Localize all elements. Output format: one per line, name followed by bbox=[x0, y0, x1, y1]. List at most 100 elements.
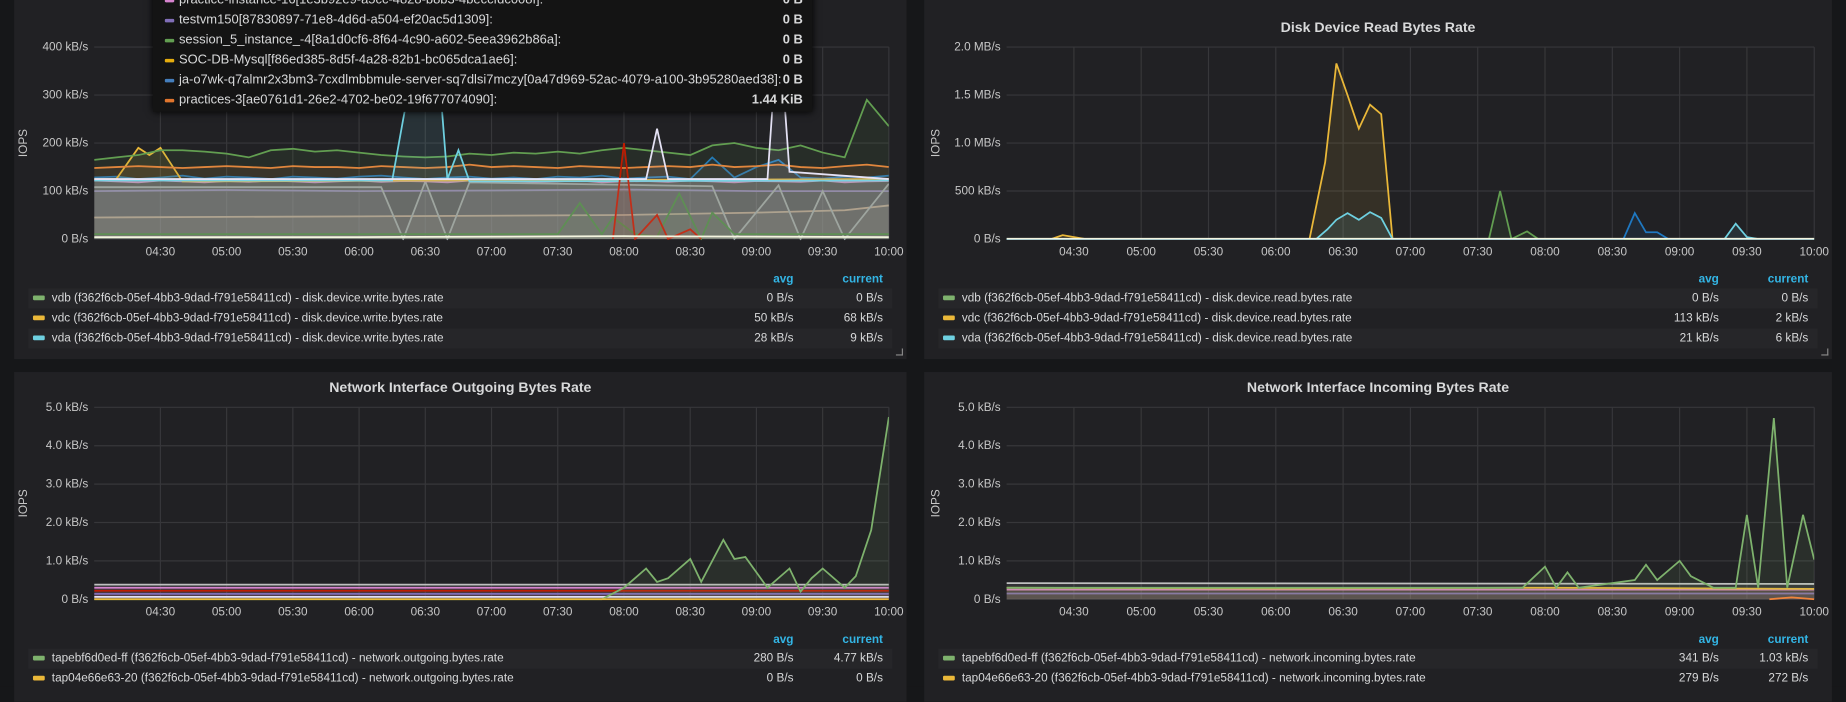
x-tick-label: 07:00 bbox=[1396, 245, 1426, 258]
x-tick-label: 05:30 bbox=[1194, 606, 1224, 619]
x-tick-label: 04:30 bbox=[1059, 606, 1089, 619]
legend-item[interactable]: vda (45f3eb02-b68c-4773-bba9-1a44badc0f9… bbox=[938, 348, 1817, 352]
legend-avg-header[interactable]: avg bbox=[773, 273, 793, 286]
legend-item[interactable]: vdc (f362f6cb-05ef-4bb3-9dad-f791e58411c… bbox=[938, 308, 1817, 328]
legend-series-name[interactable]: vda (f362f6cb-05ef-4bb3-9dad-f791e58411c… bbox=[962, 332, 1353, 345]
legend-current-value: 68 kB/s bbox=[812, 308, 883, 328]
x-tick-label: 06:00 bbox=[344, 606, 374, 619]
x-tick-label: 06:30 bbox=[411, 245, 441, 258]
series-swatch-icon bbox=[943, 676, 955, 681]
legend-item[interactable]: vdb (f362f6cb-05ef-4bb3-9dad-f791e58411c… bbox=[938, 288, 1817, 308]
legend-series-name[interactable]: vdc (f362f6cb-05ef-4bb3-9dad-f791e58411c… bbox=[52, 312, 443, 325]
x-tick-label: 07:00 bbox=[477, 606, 507, 619]
x-tick-label: 09:00 bbox=[1665, 606, 1695, 619]
x-tick-label: 04:30 bbox=[146, 606, 176, 619]
legend-series-name[interactable]: tap04e66e63-20 (f362f6cb-05ef-4bb3-9dad-… bbox=[52, 672, 514, 685]
legend-series-name[interactable]: vda (f362f6cb-05ef-4bb3-9dad-f791e58411c… bbox=[52, 332, 444, 345]
series-swatch-icon bbox=[33, 296, 45, 301]
y-tick-label: 0 B/s bbox=[974, 593, 1001, 606]
x-tick-label: 05:00 bbox=[1126, 245, 1156, 258]
legend-item[interactable]: tapebf6d0ed-ff (f362f6cb-05ef-4bb3-9dad-… bbox=[28, 649, 892, 669]
y-tick-label: 2.0 kB/s bbox=[958, 516, 1001, 529]
legend-item[interactable]: vdc (f362f6cb-05ef-4bb3-9dad-f791e58411c… bbox=[28, 308, 892, 328]
series-swatch-icon bbox=[165, 78, 174, 82]
tooltip-series-name: session_5_instance_-4[8a1d0cf6-8f64-4c90… bbox=[179, 33, 561, 47]
x-tick-label: 09:00 bbox=[1665, 245, 1695, 258]
legend-header: avg current bbox=[28, 270, 892, 289]
legend-current-value: 0 B/s bbox=[1738, 288, 1809, 308]
legend-item[interactable]: vda (f362f6cb-05ef-4bb3-9dad-f791e58411c… bbox=[938, 328, 1817, 348]
y-axis-label: IOPS bbox=[17, 489, 30, 517]
y-tick-label: 4.0 kB/s bbox=[958, 439, 1001, 452]
legend-current-header[interactable]: current bbox=[842, 633, 883, 646]
chart[interactable]: 0 B/s1.0 kB/s2.0 kB/s3.0 kB/s4.0 kB/s5.0… bbox=[924, 372, 1832, 623]
y-tick-label: 0 B/s bbox=[61, 233, 88, 246]
x-tick-label: 09:30 bbox=[1732, 245, 1762, 258]
legend-rows: vdb (f362f6cb-05ef-4bb3-9dad-f791e58411c… bbox=[938, 288, 1817, 352]
y-tick-label: 3.0 kB/s bbox=[958, 478, 1001, 491]
tooltip-row: session_5_instance_-4[8a1d0cf6-8f64-4c90… bbox=[153, 31, 812, 51]
y-tick-label: 4.0 kB/s bbox=[46, 439, 89, 452]
legend-avg-header[interactable]: avg bbox=[1699, 273, 1719, 286]
y-tick-label: 1.0 kB/s bbox=[958, 554, 1001, 567]
legend-series-name[interactable]: vdb (f362f6cb-05ef-4bb3-9dad-f791e58411c… bbox=[52, 292, 444, 305]
series-swatch-icon bbox=[943, 296, 955, 301]
x-tick-label: 08:00 bbox=[609, 245, 639, 258]
legend-series-name[interactable]: tap04e66e63-20 (f362f6cb-05ef-4bb3-9dad-… bbox=[962, 672, 1426, 685]
legend-item[interactable]: vda (f362f6cb-05ef-4bb3-9dad-f791e58411c… bbox=[28, 328, 892, 348]
tooltip-series-value: 0 B bbox=[783, 11, 803, 31]
x-tick-label: 10:00 bbox=[1799, 606, 1829, 619]
x-tick-label: 09:30 bbox=[1732, 606, 1762, 619]
x-tick-label: 08:30 bbox=[1598, 245, 1628, 258]
legend-series-name[interactable]: vdb (f362f6cb-05ef-4bb3-9dad-f791e58411c… bbox=[962, 292, 1353, 305]
legend-current-value: 4.77 kB/s bbox=[812, 649, 883, 669]
x-tick-label: 05:00 bbox=[1126, 606, 1156, 619]
x-tick-label: 09:30 bbox=[808, 606, 838, 619]
panel-resize-handle[interactable] bbox=[896, 348, 903, 355]
series-swatch-icon bbox=[165, 18, 174, 22]
tooltip-series-name: testvm150[87830897-71e8-4d6d-a504-ef20ac… bbox=[179, 13, 493, 27]
legend-series-name[interactable]: tapebf6d0ed-ff (f362f6cb-05ef-4bb3-9dad-… bbox=[962, 652, 1416, 665]
y-tick-label: 200 kB/s bbox=[43, 137, 89, 150]
x-tick-label: 07:30 bbox=[543, 606, 573, 619]
legend-item[interactable]: vda (45f3eb02-b68c-4773-bba9-1a44badc0f9… bbox=[28, 348, 892, 352]
legend-item[interactable]: vdb (f362f6cb-05ef-4bb3-9dad-f791e58411c… bbox=[28, 288, 892, 308]
legend-avg-value: 341 B/s bbox=[1648, 649, 1719, 669]
x-tick-label: 08:00 bbox=[609, 606, 639, 619]
legend-avg-value: 280 B/s bbox=[723, 649, 794, 669]
y-tick-label: 300 kB/s bbox=[43, 89, 89, 102]
tooltip-row: testvm150[87830897-71e8-4d6d-a504-ef20ac… bbox=[153, 11, 812, 31]
legend-current-header[interactable]: current bbox=[1768, 633, 1809, 646]
series-swatch-icon bbox=[165, 38, 174, 42]
legend-avg-value: 113 kB/s bbox=[1648, 308, 1719, 328]
series-swatch-icon bbox=[33, 316, 45, 321]
tooltip-series-value: 0 B bbox=[783, 0, 803, 11]
x-tick-label: 06:30 bbox=[1328, 606, 1358, 619]
y-axis-label: IOPS bbox=[929, 129, 942, 157]
y-tick-label: 3.0 kB/s bbox=[46, 478, 89, 491]
x-tick-label: 08:30 bbox=[675, 606, 705, 619]
legend-series-name[interactable]: vdc (f362f6cb-05ef-4bb3-9dad-f791e58411c… bbox=[962, 312, 1352, 325]
x-tick-label: 06:00 bbox=[1261, 245, 1291, 258]
y-tick-label: 1.5 MB/s bbox=[954, 89, 1001, 102]
series-swatch-icon bbox=[165, 0, 174, 2]
tooltip-series-value: 0 B bbox=[783, 51, 803, 71]
tooltip-series-name: practice-instance-16[1e3b92e9-a5cc-4828-… bbox=[179, 0, 543, 7]
y-tick-label: 100 kB/s bbox=[43, 185, 89, 198]
legend-avg-header[interactable]: avg bbox=[1699, 633, 1719, 646]
legend-current-header[interactable]: current bbox=[842, 273, 883, 286]
y-tick-label: 0 B/s bbox=[974, 233, 1001, 246]
legend-series-name[interactable]: tapebf6d0ed-ff (f362f6cb-05ef-4bb3-9dad-… bbox=[52, 652, 504, 665]
y-tick-label: 1.0 kB/s bbox=[46, 554, 89, 567]
x-tick-label: 05:30 bbox=[278, 606, 308, 619]
chart[interactable]: 0 B/s1.0 kB/s2.0 kB/s3.0 kB/s4.0 kB/s5.0… bbox=[14, 372, 906, 623]
tooltip-series-value: 0 B bbox=[783, 31, 803, 51]
legend-current-header[interactable]: current bbox=[1768, 273, 1809, 286]
x-tick-label: 05:00 bbox=[212, 245, 242, 258]
panel-resize-handle[interactable] bbox=[1821, 348, 1828, 355]
legend-avg-header[interactable]: avg bbox=[773, 633, 793, 646]
legend-item[interactable]: tapebf6d0ed-ff (f362f6cb-05ef-4bb3-9dad-… bbox=[938, 649, 1817, 669]
tooltip-series-value: 1.44 KiB bbox=[752, 91, 803, 111]
